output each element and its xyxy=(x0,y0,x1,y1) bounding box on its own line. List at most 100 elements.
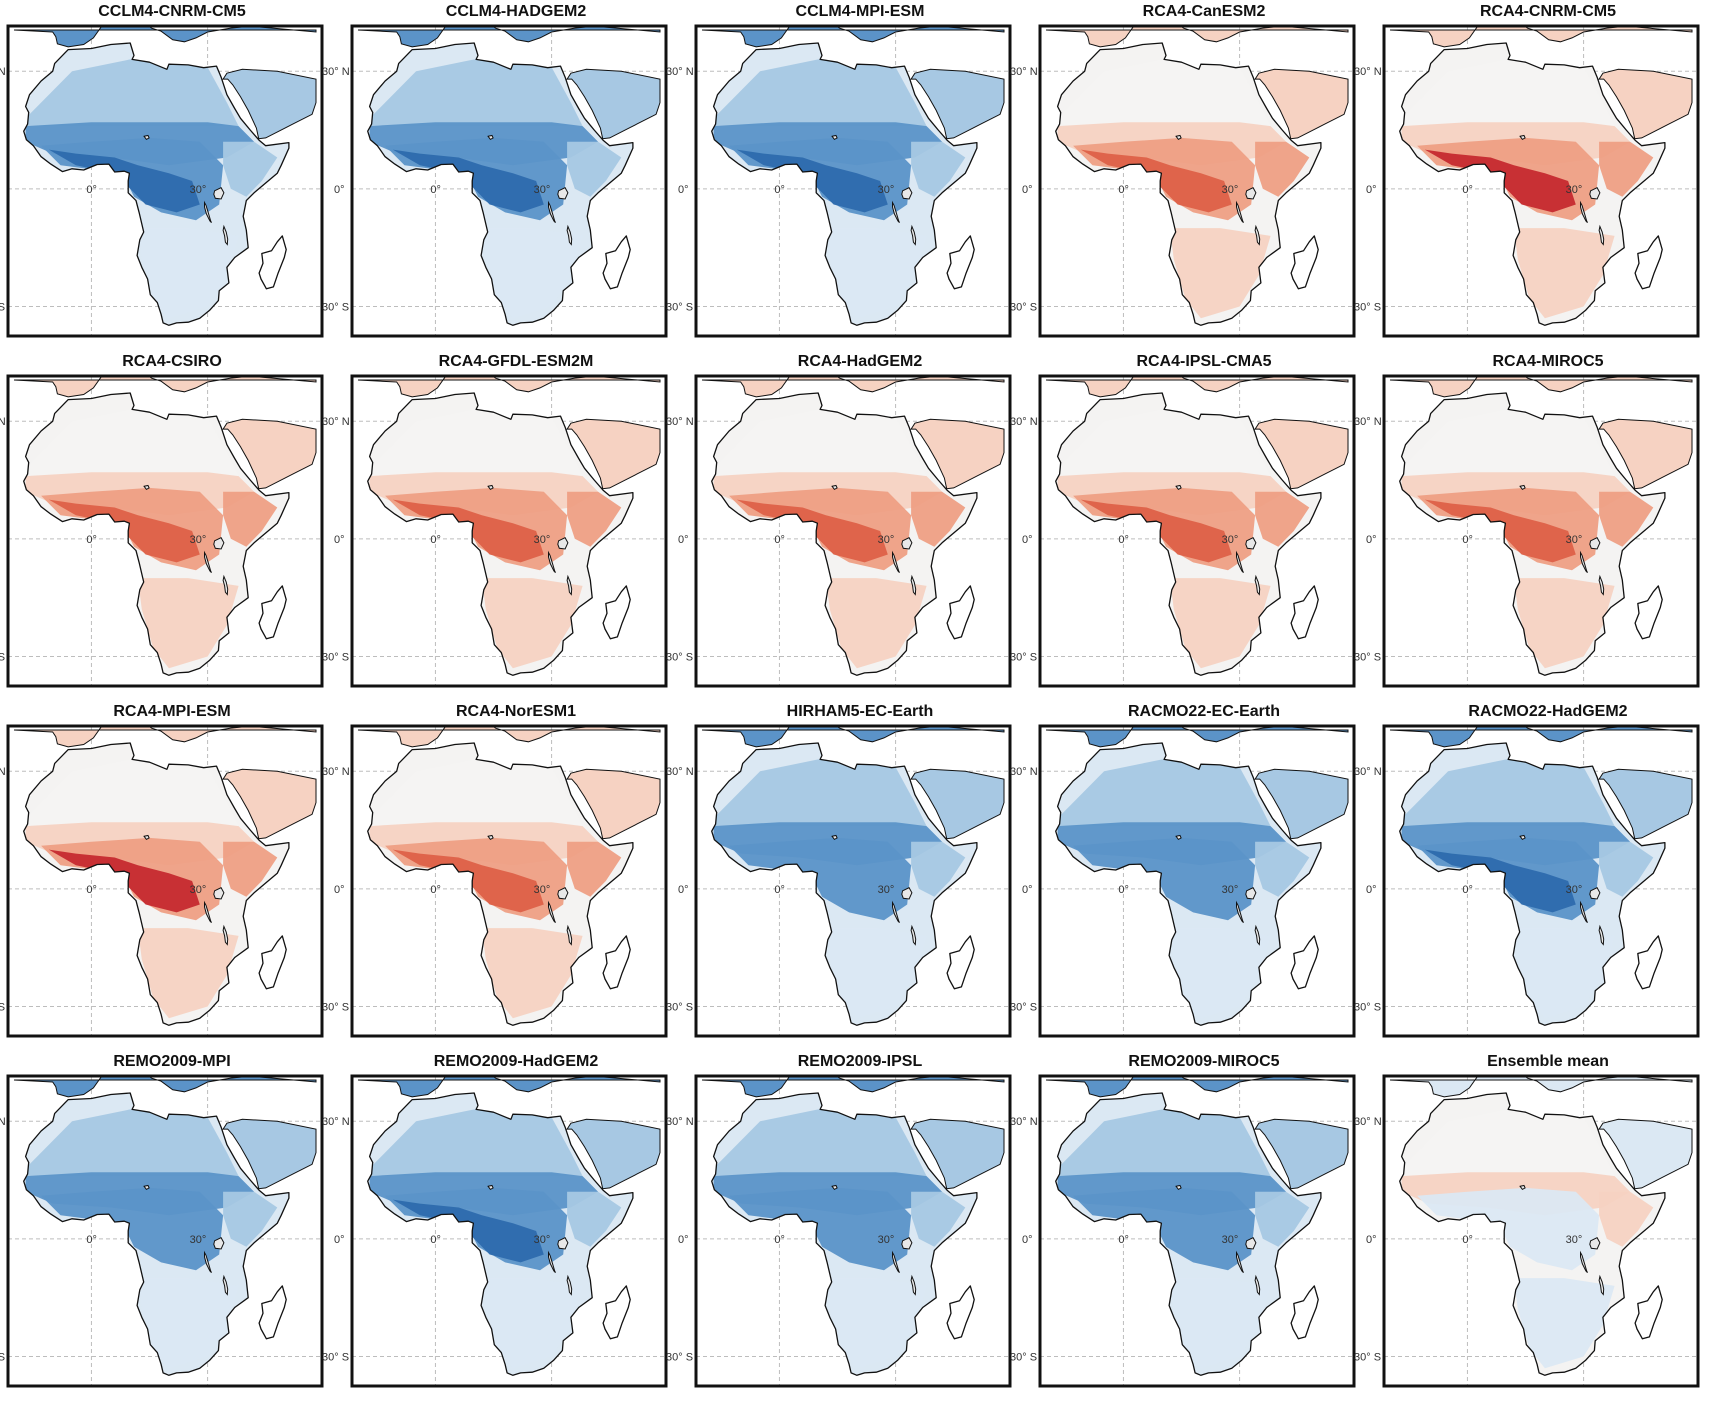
arabia-landmass xyxy=(1598,768,1693,840)
map-frame xyxy=(1038,724,1356,1038)
europe-landmass xyxy=(701,1076,1005,1098)
lake-chad xyxy=(487,1184,494,1191)
longitude-label-30: 30° xyxy=(190,184,207,196)
longitude-label-0: 0° xyxy=(1118,184,1129,196)
africa-coastline xyxy=(1399,42,1666,326)
longitude-label-0: 0° xyxy=(86,884,97,896)
longitude-label-30: 30° xyxy=(1222,534,1239,546)
map-frame xyxy=(694,724,1012,1038)
arabia-landmass xyxy=(1254,1118,1349,1190)
latitude-label-30n: 30° N xyxy=(1354,766,1382,778)
latitude-label-30n: 30° N xyxy=(0,416,6,428)
latitude-label-30n: 30° N xyxy=(1354,416,1382,428)
lake-malawi xyxy=(1254,1274,1261,1296)
lake-malawi xyxy=(222,924,229,946)
arabia-landmass xyxy=(222,418,317,490)
map-panel: REMO2009-MPI 30° N 0° 30° S 0° 30° xyxy=(0,1052,344,1402)
arabia-landmass xyxy=(1598,418,1693,490)
shading-zone-east xyxy=(911,1191,966,1247)
map-frame xyxy=(1038,1074,1356,1388)
madagascar xyxy=(1634,935,1663,990)
latitude-label-0: 0° xyxy=(0,1234,1,1246)
panel-title: Ensemble mean xyxy=(1487,1053,1609,1070)
africa-coastline xyxy=(1399,392,1666,676)
lake-chad xyxy=(1519,834,1526,841)
arabia-landmass xyxy=(222,768,317,840)
panel-title: CCLM4-CNRM-CM5 xyxy=(98,3,246,20)
arabia-landmass xyxy=(566,768,661,840)
map-frame xyxy=(1382,724,1700,1038)
lake-victoria xyxy=(557,537,569,550)
latitude-label-0: 0° xyxy=(678,884,689,896)
africa-coastline xyxy=(23,42,290,326)
arabia-landmass xyxy=(910,68,1005,140)
africa-coastline xyxy=(1399,1092,1666,1376)
arabia-landmass xyxy=(566,418,661,490)
lake-victoria xyxy=(213,1237,225,1250)
latitude-label-30s: 30° S xyxy=(1010,301,1037,313)
lake-malawi xyxy=(910,224,917,246)
panel-title: RCA4-MPI-ESM xyxy=(113,703,231,720)
lake-chad xyxy=(831,834,838,841)
latitude-label-30n: 30° N xyxy=(1010,1116,1038,1128)
shading-zone-south xyxy=(1513,228,1615,319)
map-panel: CCLM4-HADGEM2 30° N 0° 30° S 0° 30° xyxy=(322,2,688,352)
shading-zone-south xyxy=(825,578,927,669)
longitude-label-30: 30° xyxy=(1222,884,1239,896)
madagascar xyxy=(946,235,975,290)
lake-tanganyika xyxy=(1236,550,1244,573)
shading-zone-south xyxy=(137,928,239,1019)
lake-chad xyxy=(143,134,150,141)
lake-tanganyika xyxy=(892,200,900,223)
lake-victoria xyxy=(901,887,913,900)
lake-tanganyika xyxy=(548,200,556,223)
lake-malawi xyxy=(1254,924,1261,946)
lake-tanganyika xyxy=(548,1250,556,1273)
europe-landmass xyxy=(1045,1076,1349,1098)
europe-landmass xyxy=(1389,1076,1693,1098)
latitude-label-30n: 30° N xyxy=(666,1116,694,1128)
map-panel: RCA4-GFDL-ESM2M 30° N 0° 30° S 0° 30° xyxy=(322,352,688,702)
shading-zone-east xyxy=(223,841,278,897)
shading-zone-sahara xyxy=(1057,1109,1271,1177)
map-frame xyxy=(6,24,324,338)
latitude-label-30n: 30° N xyxy=(1010,416,1038,428)
longitude-label-30: 30° xyxy=(190,1234,207,1246)
lake-tanganyika xyxy=(1580,550,1588,573)
shading-zone-sahara xyxy=(1057,759,1271,827)
lake-tanganyika xyxy=(892,900,900,923)
latitude-label-0: 0° xyxy=(678,534,689,546)
africa-map: 30° N 0° 30° S 0° 30° xyxy=(0,24,324,338)
lake-chad xyxy=(487,484,494,491)
madagascar xyxy=(258,1285,287,1340)
lake-chad xyxy=(487,134,494,141)
lake-tanganyika xyxy=(1580,200,1588,223)
longitude-label-30: 30° xyxy=(878,884,895,896)
latitude-label-30s: 30° S xyxy=(322,1351,349,1363)
shading-zone-sahara xyxy=(25,59,239,127)
europe-landmass xyxy=(357,26,661,48)
shading-zone-south xyxy=(481,578,583,669)
arabia-landmass xyxy=(222,1118,317,1190)
longitude-label-30: 30° xyxy=(1566,184,1583,196)
longitude-label-30: 30° xyxy=(1222,1234,1239,1246)
lake-malawi xyxy=(222,224,229,246)
lake-chad xyxy=(1519,1184,1526,1191)
shading-zone-sahara xyxy=(1401,1109,1615,1177)
shading-zone-east xyxy=(911,841,966,897)
arabia-landmass xyxy=(222,68,317,140)
latitude-label-30n: 30° N xyxy=(1354,66,1382,78)
latitude-label-0: 0° xyxy=(1366,884,1377,896)
lake-victoria xyxy=(901,187,913,200)
longitude-label-0: 0° xyxy=(1462,534,1473,546)
africa-coastline xyxy=(1055,1092,1322,1376)
madagascar xyxy=(1290,585,1319,640)
arabia-landmass xyxy=(566,68,661,140)
latitude-label-0: 0° xyxy=(1022,534,1033,546)
lake-malawi xyxy=(910,924,917,946)
latitude-label-0: 0° xyxy=(334,1234,345,1246)
europe-landmass xyxy=(701,726,1005,748)
shading-zone-south xyxy=(481,228,583,319)
latitude-label-30n: 30° N xyxy=(322,416,350,428)
